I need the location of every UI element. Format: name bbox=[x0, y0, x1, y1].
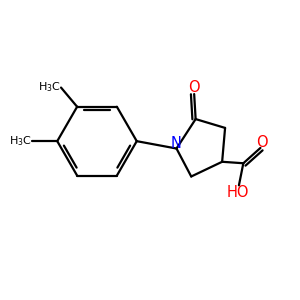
Text: HO: HO bbox=[226, 185, 249, 200]
Text: H$_3$C: H$_3$C bbox=[38, 80, 61, 94]
Text: O: O bbox=[188, 80, 200, 95]
Text: N: N bbox=[171, 136, 182, 151]
Text: H$_3$C: H$_3$C bbox=[9, 134, 32, 148]
Text: O: O bbox=[256, 134, 268, 149]
